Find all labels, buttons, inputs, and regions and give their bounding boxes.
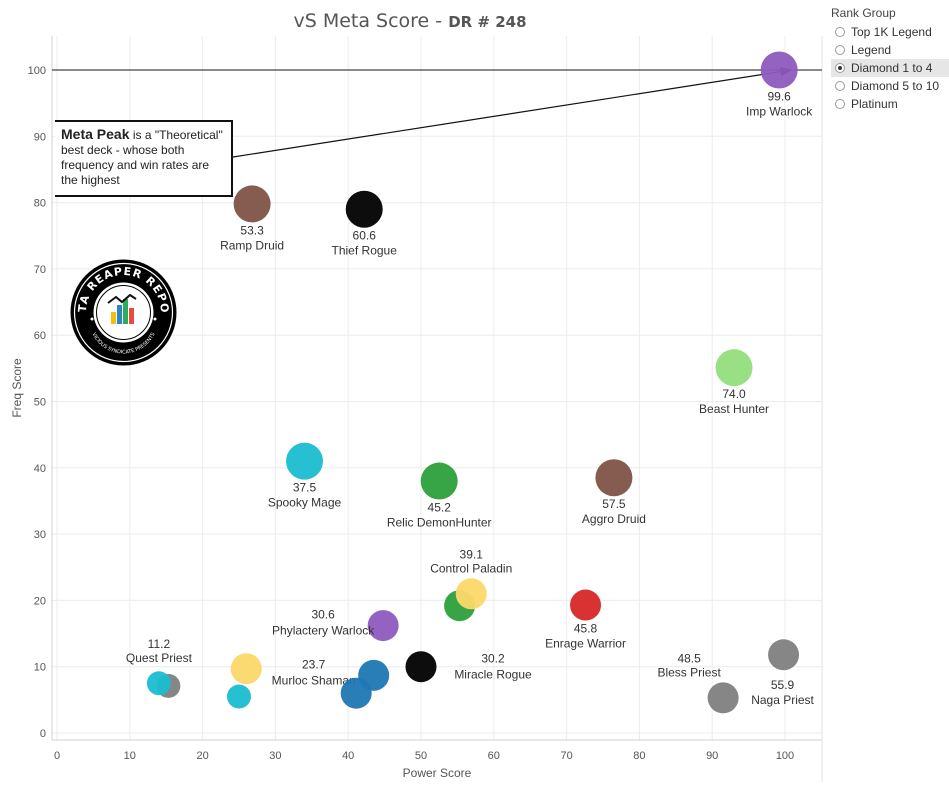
point-14 xyxy=(227,684,251,709)
title-sub: DR # 248 xyxy=(448,13,527,31)
point-name-label: Control Paladin xyxy=(430,561,512,575)
data-reaper-logo: DATA REAPER REPORT VICIOUS SYNDICATE PRE… xyxy=(70,259,177,366)
point-name-label: Murloc Shaman xyxy=(272,673,356,687)
radio-icon[interactable] xyxy=(835,99,845,109)
rank-group-title: Rank Group xyxy=(831,6,896,20)
x-tick-label: 20 xyxy=(196,750,208,762)
x-tick-label: 10 xyxy=(124,750,136,762)
rank-option-3[interactable]: Diamond 5 to 10 xyxy=(831,77,949,95)
y-tick-label: 50 xyxy=(34,397,46,409)
point-5 xyxy=(420,462,458,500)
point-0 xyxy=(760,51,798,89)
y-tick-label: 60 xyxy=(34,330,46,342)
point-score-label: 23.7 xyxy=(302,657,326,671)
point-name-label: Imp Warlock xyxy=(746,105,813,119)
point-16 xyxy=(340,677,372,709)
x-tick-label: 40 xyxy=(342,750,354,762)
radio-icon[interactable] xyxy=(835,27,845,37)
point-name-label: Bless Priest xyxy=(657,665,721,679)
point-score-label: 74.0 xyxy=(722,387,746,401)
point-score-label: 30.6 xyxy=(311,608,335,622)
point-score-label: 11.2 xyxy=(148,637,171,651)
rank-option-4[interactable]: Platinum xyxy=(831,95,949,113)
rank-group-filter: Rank Group Top 1K Legend Legend Diamond 1 … xyxy=(831,6,949,113)
rank-option-1[interactable]: Legend xyxy=(831,41,949,59)
x-tick-label: 70 xyxy=(560,750,572,762)
point-score-label: 45.2 xyxy=(428,501,452,515)
point-4 xyxy=(286,442,324,480)
point-score-label: 48.5 xyxy=(677,651,701,665)
title-separator: - xyxy=(429,10,449,32)
y-tick-label: 90 xyxy=(34,131,46,143)
annotation-bold: Meta Peak xyxy=(61,126,130,142)
point-name-label: Naga Priest xyxy=(751,693,814,707)
point-name-label: Ramp Druid xyxy=(220,238,284,252)
point-12 xyxy=(146,671,171,696)
point-13 xyxy=(230,653,262,685)
point-name-label: Beast Hunter xyxy=(699,402,769,416)
point-score-label: 55.9 xyxy=(771,678,795,692)
rank-option-label: Platinum xyxy=(851,97,898,111)
point-score-label: 30.2 xyxy=(481,652,505,666)
y-tick-label: 80 xyxy=(34,198,46,210)
x-tick-label: 30 xyxy=(269,750,281,762)
y-axis-title: Freq Score xyxy=(10,358,24,418)
point-score-label: 37.5 xyxy=(293,481,317,495)
x-tick-label: 50 xyxy=(415,750,427,762)
meta-peak-annotation: Meta Peak is a "Theoretical" best deck -… xyxy=(55,120,233,197)
point-3 xyxy=(715,349,753,387)
rank-option-label: Diamond 1 to 4 xyxy=(851,61,933,75)
radio-icon[interactable] xyxy=(835,63,845,73)
x-tick-label: 90 xyxy=(706,750,718,762)
point-name-label: Aggro Druid xyxy=(582,512,646,526)
point-name-label: Relic DemonHunter xyxy=(387,516,492,530)
rank-option-label: Diamond 5 to 10 xyxy=(851,79,940,93)
point-score-label: 57.5 xyxy=(602,497,626,511)
x-tick-label: 60 xyxy=(488,750,500,762)
title-main: vS Meta Score xyxy=(293,10,430,32)
point-score-label: 60.6 xyxy=(353,229,377,243)
point-8 xyxy=(455,578,487,610)
y-tick-label: 70 xyxy=(34,264,46,276)
point-6 xyxy=(595,459,633,497)
point-score-label: 53.3 xyxy=(240,223,264,237)
point-score-label: 99.6 xyxy=(767,90,791,104)
rank-option-label: Top 1K Legend xyxy=(851,25,932,39)
point-name-label: Quest Priest xyxy=(126,651,193,665)
point-1 xyxy=(233,185,271,223)
point-name-label: Thief Rogue xyxy=(332,244,398,258)
x-axis-title: Power Score xyxy=(403,766,472,780)
rank-option-label: Legend xyxy=(851,43,892,57)
annotation-text: is a "Theoretical" best deck - whose bot… xyxy=(61,128,223,187)
radio-icon[interactable] xyxy=(835,81,845,91)
point-score-label: 45.8 xyxy=(574,622,598,636)
y-tick-label: 100 xyxy=(28,65,46,77)
y-tick-label: 0 xyxy=(40,728,46,740)
point-score-label: 39.1 xyxy=(460,547,484,561)
point-19 xyxy=(768,639,800,671)
y-tick-label: 30 xyxy=(34,529,46,541)
rank-option-2[interactable]: Diamond 1 to 4 xyxy=(831,59,949,77)
point-name-label: Enrage Warrior xyxy=(545,637,626,651)
radio-icon[interactable] xyxy=(835,45,845,55)
x-tick-label: 0 xyxy=(54,750,60,762)
annotation-arrow xyxy=(232,66,793,158)
y-tick-label: 10 xyxy=(34,662,46,674)
point-18 xyxy=(707,682,739,714)
point-17 xyxy=(405,651,437,683)
chart-title: vS Meta Score - DR # 248 xyxy=(0,10,820,32)
y-tick-label: 40 xyxy=(34,463,46,475)
x-tick-label: 100 xyxy=(776,750,794,762)
point-name-label: Spooky Mage xyxy=(268,496,342,510)
y-tick-label: 20 xyxy=(34,595,46,607)
rank-option-0[interactable]: Top 1K Legend xyxy=(831,23,949,41)
x-tick-label: 80 xyxy=(633,750,645,762)
point-2 xyxy=(345,190,383,228)
point-name-label: Phylactery Warlock xyxy=(272,624,375,638)
point-name-label: Miracle Rogue xyxy=(454,668,532,682)
point-10 xyxy=(367,610,399,642)
point-9 xyxy=(570,589,602,621)
